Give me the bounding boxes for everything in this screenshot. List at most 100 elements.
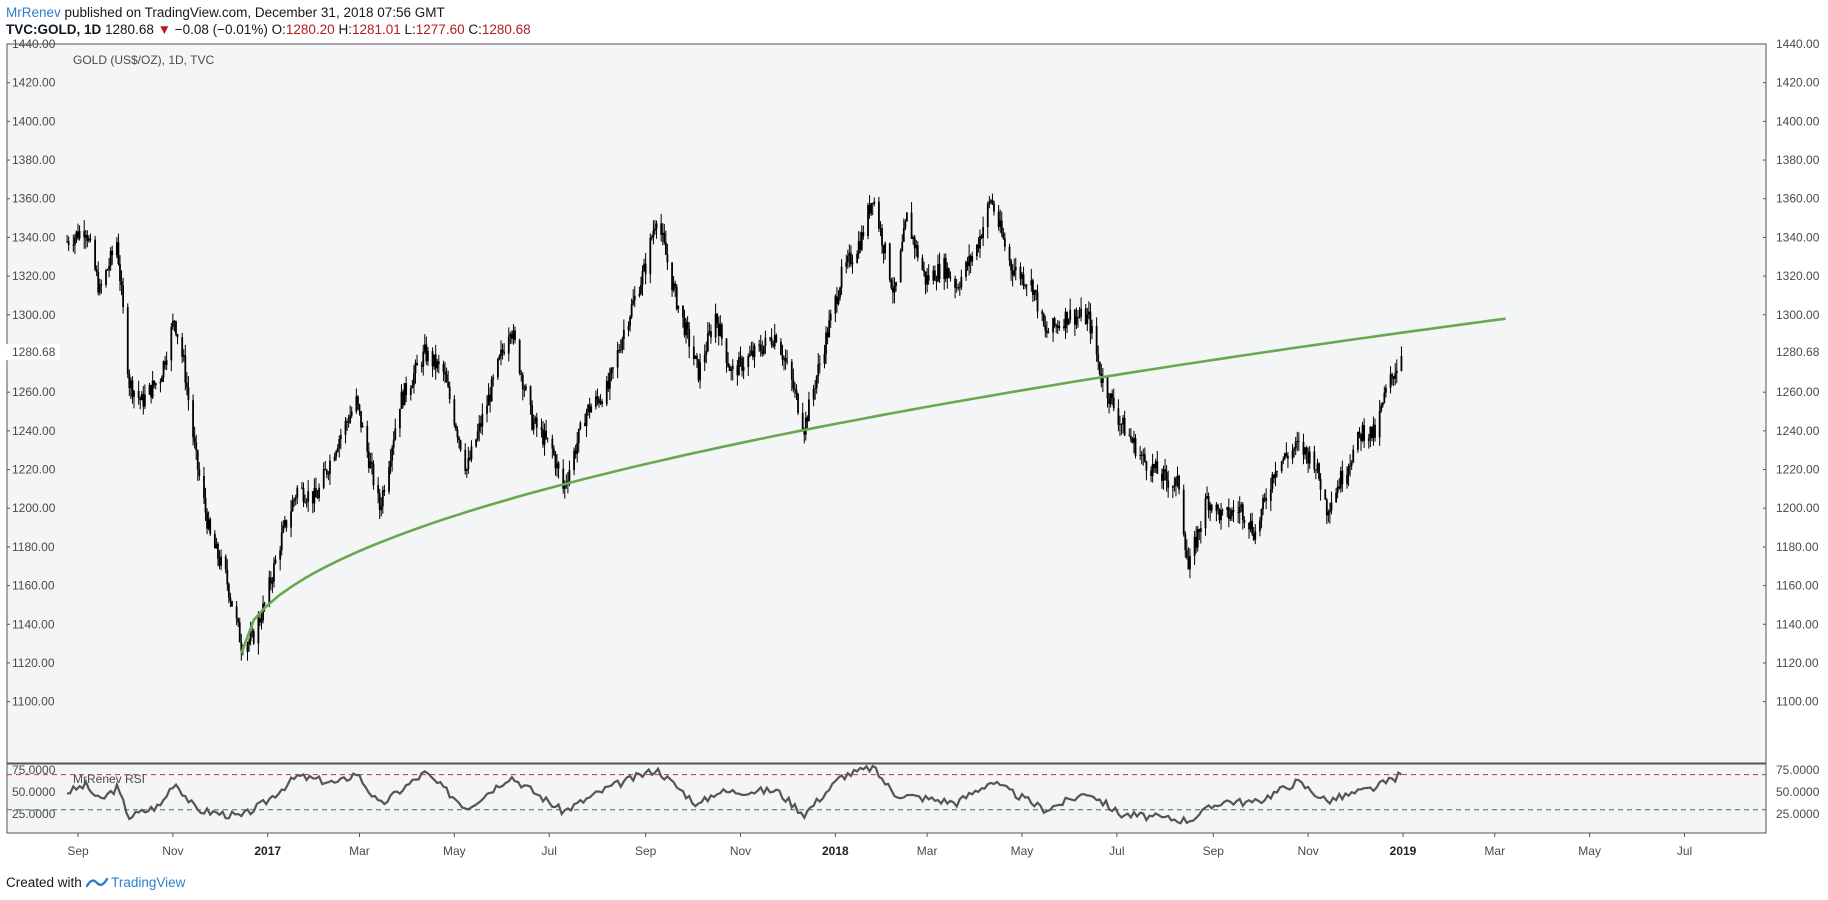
candle-body — [335, 451, 338, 457]
candle-body — [741, 358, 743, 371]
candle-body — [111, 250, 114, 256]
candle-body — [752, 350, 754, 358]
candle-body — [1260, 509, 1263, 521]
candle-body — [1162, 469, 1165, 481]
time-tick-label: May — [1578, 844, 1601, 858]
time-tick-label: May — [1011, 844, 1034, 858]
candle-body — [349, 415, 352, 423]
high-value: 1281.01 — [351, 22, 401, 37]
candle-body — [857, 241, 860, 254]
candle-body — [325, 470, 328, 475]
candle-body — [557, 462, 560, 469]
candle-body — [400, 391, 403, 409]
candle-body — [279, 550, 282, 560]
candle-body — [1111, 393, 1114, 398]
candle-body — [1330, 502, 1333, 511]
candle-body — [666, 254, 669, 263]
candle-body — [878, 201, 880, 229]
candle-body — [1198, 529, 1201, 532]
candle-body — [311, 491, 314, 504]
candle-body — [1044, 325, 1047, 331]
candle-body — [367, 451, 370, 468]
candle-body — [630, 304, 633, 317]
candle-body — [1042, 313, 1045, 326]
candle-body — [240, 642, 243, 651]
price-tick-left: 1120.00 — [12, 656, 55, 670]
candle-body — [534, 417, 537, 422]
candle-body — [346, 421, 348, 422]
candle-body — [663, 232, 666, 243]
candle-body — [790, 361, 793, 380]
candle-body — [1324, 489, 1327, 500]
created-with-label: Created with — [6, 875, 82, 890]
candle-body — [392, 439, 395, 448]
candle-body — [181, 337, 184, 357]
candle-body — [381, 490, 384, 507]
candle-body — [568, 470, 571, 482]
candle-body — [993, 203, 995, 212]
candle-body — [1171, 486, 1174, 488]
time-tick-label: Nov — [1297, 844, 1318, 858]
candle-body — [338, 438, 341, 449]
candle-body — [1381, 402, 1384, 406]
candle-body — [67, 241, 70, 246]
candle-body — [1161, 473, 1163, 481]
price-pane[interactable] — [6, 43, 1767, 764]
low-label: L: — [404, 22, 416, 37]
candle-body — [937, 263, 939, 282]
trend-curve[interactable] — [240, 317, 1506, 654]
candle-body — [814, 388, 817, 390]
candle-body — [442, 364, 445, 372]
candle-body — [960, 276, 963, 288]
candle-body — [313, 488, 316, 504]
candle-body — [781, 354, 784, 360]
candle-body — [213, 533, 216, 549]
candle-body — [492, 377, 495, 379]
candle-body — [540, 427, 543, 430]
time-tick-label: Mar — [349, 844, 370, 858]
candle-body — [1069, 309, 1072, 320]
candle-body — [1052, 318, 1054, 333]
candle-body — [498, 355, 501, 359]
price-axis-right[interactable]: 1440.00 1420.00 1400.00 1380.00 1360.00 1340.… — [1763, 37, 1824, 709]
candle-body — [1119, 424, 1121, 426]
candle-body — [420, 365, 423, 367]
candle-body — [750, 350, 753, 355]
candle-body — [546, 437, 549, 439]
candle-body — [453, 399, 456, 425]
candle-body — [1294, 441, 1297, 449]
candle-body — [731, 365, 734, 370]
candle-body — [143, 394, 146, 407]
price-tick-left: 1340.00 — [12, 230, 56, 244]
time-axis[interactable]: Sep Nov 2017 Mar May Jul Sep Nov 2018 Mar May Jul Se… — [7, 832, 1766, 858]
candle-body — [584, 422, 586, 427]
candle-body — [804, 417, 807, 435]
candle-body — [119, 264, 121, 282]
candle-body — [1280, 461, 1283, 472]
candle-body — [133, 390, 135, 397]
candle-body — [587, 404, 589, 413]
candle-body — [1019, 266, 1022, 280]
price-axis-left[interactable]: 1440.00 1420.00 1400.00 1380.00 1360.00 1340.… — [6, 37, 60, 709]
candle-body — [507, 336, 510, 354]
time-tick-label: 2019 — [1390, 844, 1417, 858]
candle-body — [217, 543, 219, 559]
tradingview-link[interactable]: TradingView — [111, 875, 186, 890]
candle-body — [1363, 425, 1366, 441]
candlestick-series — [66, 193, 1403, 661]
candle-body — [405, 383, 408, 396]
candle-body — [269, 577, 272, 584]
candle-body — [686, 322, 689, 329]
candle-body — [867, 205, 869, 237]
candle-body — [436, 361, 439, 369]
candle-body — [792, 379, 795, 389]
candle-body — [187, 387, 190, 401]
candle-body — [1395, 370, 1398, 374]
candle-body — [1370, 426, 1373, 438]
author-link[interactable]: MrRenev — [6, 5, 61, 20]
candle-body — [784, 358, 787, 362]
candle-body — [739, 357, 742, 359]
candle-body — [1002, 233, 1005, 239]
candle-body — [455, 424, 457, 430]
